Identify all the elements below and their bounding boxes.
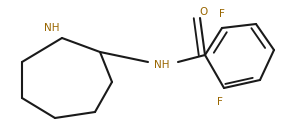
Text: F: F	[217, 97, 223, 107]
Text: F: F	[219, 9, 225, 19]
Text: O: O	[199, 7, 207, 17]
Text: NH: NH	[44, 23, 60, 33]
Text: NH: NH	[154, 60, 170, 70]
